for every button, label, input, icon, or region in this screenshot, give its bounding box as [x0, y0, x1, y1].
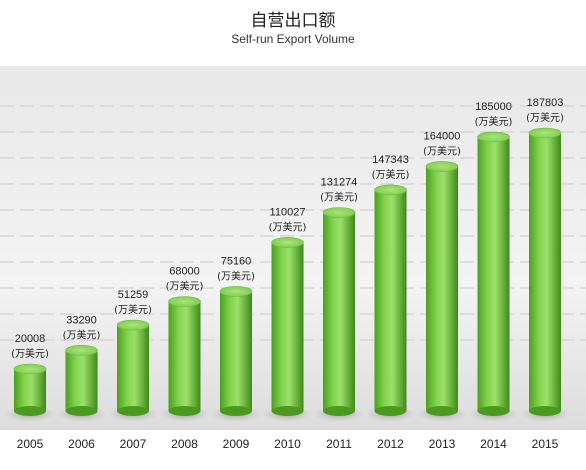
bar-unit-label: (万美元) — [320, 191, 358, 204]
x-tick-label: 2010 — [274, 437, 301, 451]
bar-value-label: 147343 — [372, 154, 409, 166]
bar-top-cap — [322, 207, 356, 218]
bar-unit-label: (万美元) — [269, 220, 307, 233]
x-tick-label: 2009 — [223, 437, 250, 451]
x-tick-label: 2008 — [171, 437, 198, 451]
x-tick-label: 2005 — [17, 437, 44, 451]
bar-bottom-cap — [65, 406, 98, 416]
bar-unit-label: (万美元) — [475, 115, 513, 128]
bar-body — [168, 301, 201, 411]
bar-value-label: 164000 — [424, 130, 461, 142]
x-tick-label: 2013 — [429, 437, 456, 451]
x-tick-label: 2015 — [532, 437, 559, 451]
bar-top-cap — [65, 345, 98, 356]
bar-body — [65, 350, 98, 411]
chart-title: 自营出口额 — [250, 11, 336, 31]
bar-top-cap — [425, 161, 459, 172]
bar-unit-label: (万美元) — [63, 328, 101, 341]
bar-2009: 75160 (万美元) 2009 — [210, 255, 262, 451]
bar-unit-label: (万美元) — [372, 168, 410, 181]
bar-value-label: 187803 — [527, 97, 564, 109]
bar-top-cap — [374, 184, 407, 196]
bar-body — [271, 242, 304, 411]
bar-bottom-cap — [271, 406, 304, 416]
bar-value-label: 75160 — [221, 255, 252, 267]
bar-value-label: 68000 — [169, 266, 200, 278]
bar-unit-label: (万美元) — [166, 280, 204, 293]
bar-body — [374, 189, 407, 411]
bar-body — [426, 166, 458, 411]
bar-2007: 51259 (万美元) 2007 — [107, 289, 159, 451]
bar-2006: 33290 (万美元) 2006 — [55, 314, 108, 451]
x-tick-label: 2011 — [326, 437, 352, 451]
bar-value-label: 110027 — [270, 206, 306, 218]
bar-bottom-cap — [477, 406, 510, 416]
bar-top-cap — [168, 296, 201, 307]
bar-unit-label: (万美元) — [11, 347, 49, 360]
x-tick-label: 2006 — [68, 437, 95, 451]
bar-top-cap — [219, 286, 253, 297]
bar-bottom-cap — [374, 406, 407, 416]
bar-body — [14, 369, 46, 411]
bars-layer: 20008(万美元)200533290(万美元)200651259(万美元)20… — [4, 97, 571, 451]
x-tick-label: 2014 — [480, 437, 507, 451]
bar-bottom-cap — [117, 406, 149, 416]
bar-top-cap — [477, 131, 510, 143]
bar-unit-label: (万美元) — [114, 303, 152, 316]
chart-subtitle: Self-run Export Volume — [231, 32, 355, 46]
bar-value-label: 185000 — [475, 101, 512, 113]
bar-value-label: 20008 — [15, 333, 46, 345]
bar-unit-label: (万美元) — [526, 111, 564, 124]
bar-body — [117, 325, 149, 411]
x-tick-label: 2007 — [120, 437, 147, 451]
bar-body — [220, 291, 252, 411]
bar-unit-label: (万美元) — [217, 269, 255, 282]
bar-bottom-cap — [14, 406, 46, 416]
bar-top-cap — [528, 127, 562, 139]
bar-2008: 68000 (万美元) 2008 — [158, 266, 211, 451]
bar-body — [529, 133, 561, 411]
bar-bottom-cap — [220, 406, 252, 416]
bar-top-cap — [13, 363, 47, 375]
bar-bottom-cap — [529, 406, 561, 416]
bar-value-label: 51259 — [118, 289, 149, 301]
bar-bottom-cap — [168, 406, 201, 416]
bar-2015: 187803 (万美元) 2015 — [519, 97, 571, 451]
bar-2010: 110027 (万美元) 2010 — [261, 206, 314, 451]
bar-bottom-cap — [323, 406, 355, 416]
bar-body — [477, 136, 510, 411]
bar-bottom-cap — [426, 406, 458, 416]
bar-2014: 185000 (万美元) 2014 — [467, 101, 520, 451]
bar-body — [323, 212, 355, 411]
bar-2011: 131274 (万美元) 2011 — [313, 177, 365, 451]
bar-2012: 147343 (万美元) 2012 — [364, 154, 417, 451]
bar-top-cap — [271, 237, 304, 248]
x-tick-label: 2012 — [377, 437, 404, 451]
bar-2013: 164000 (万美元) 2013 — [416, 130, 468, 451]
bar-unit-label: (万美元) — [423, 144, 461, 157]
bar-value-label: 131274 — [321, 177, 358, 189]
bar-2005: 20008 (万美元) 2005 — [4, 333, 56, 451]
bar-value-label: 33290 — [66, 314, 97, 326]
bar-top-cap — [116, 319, 150, 331]
